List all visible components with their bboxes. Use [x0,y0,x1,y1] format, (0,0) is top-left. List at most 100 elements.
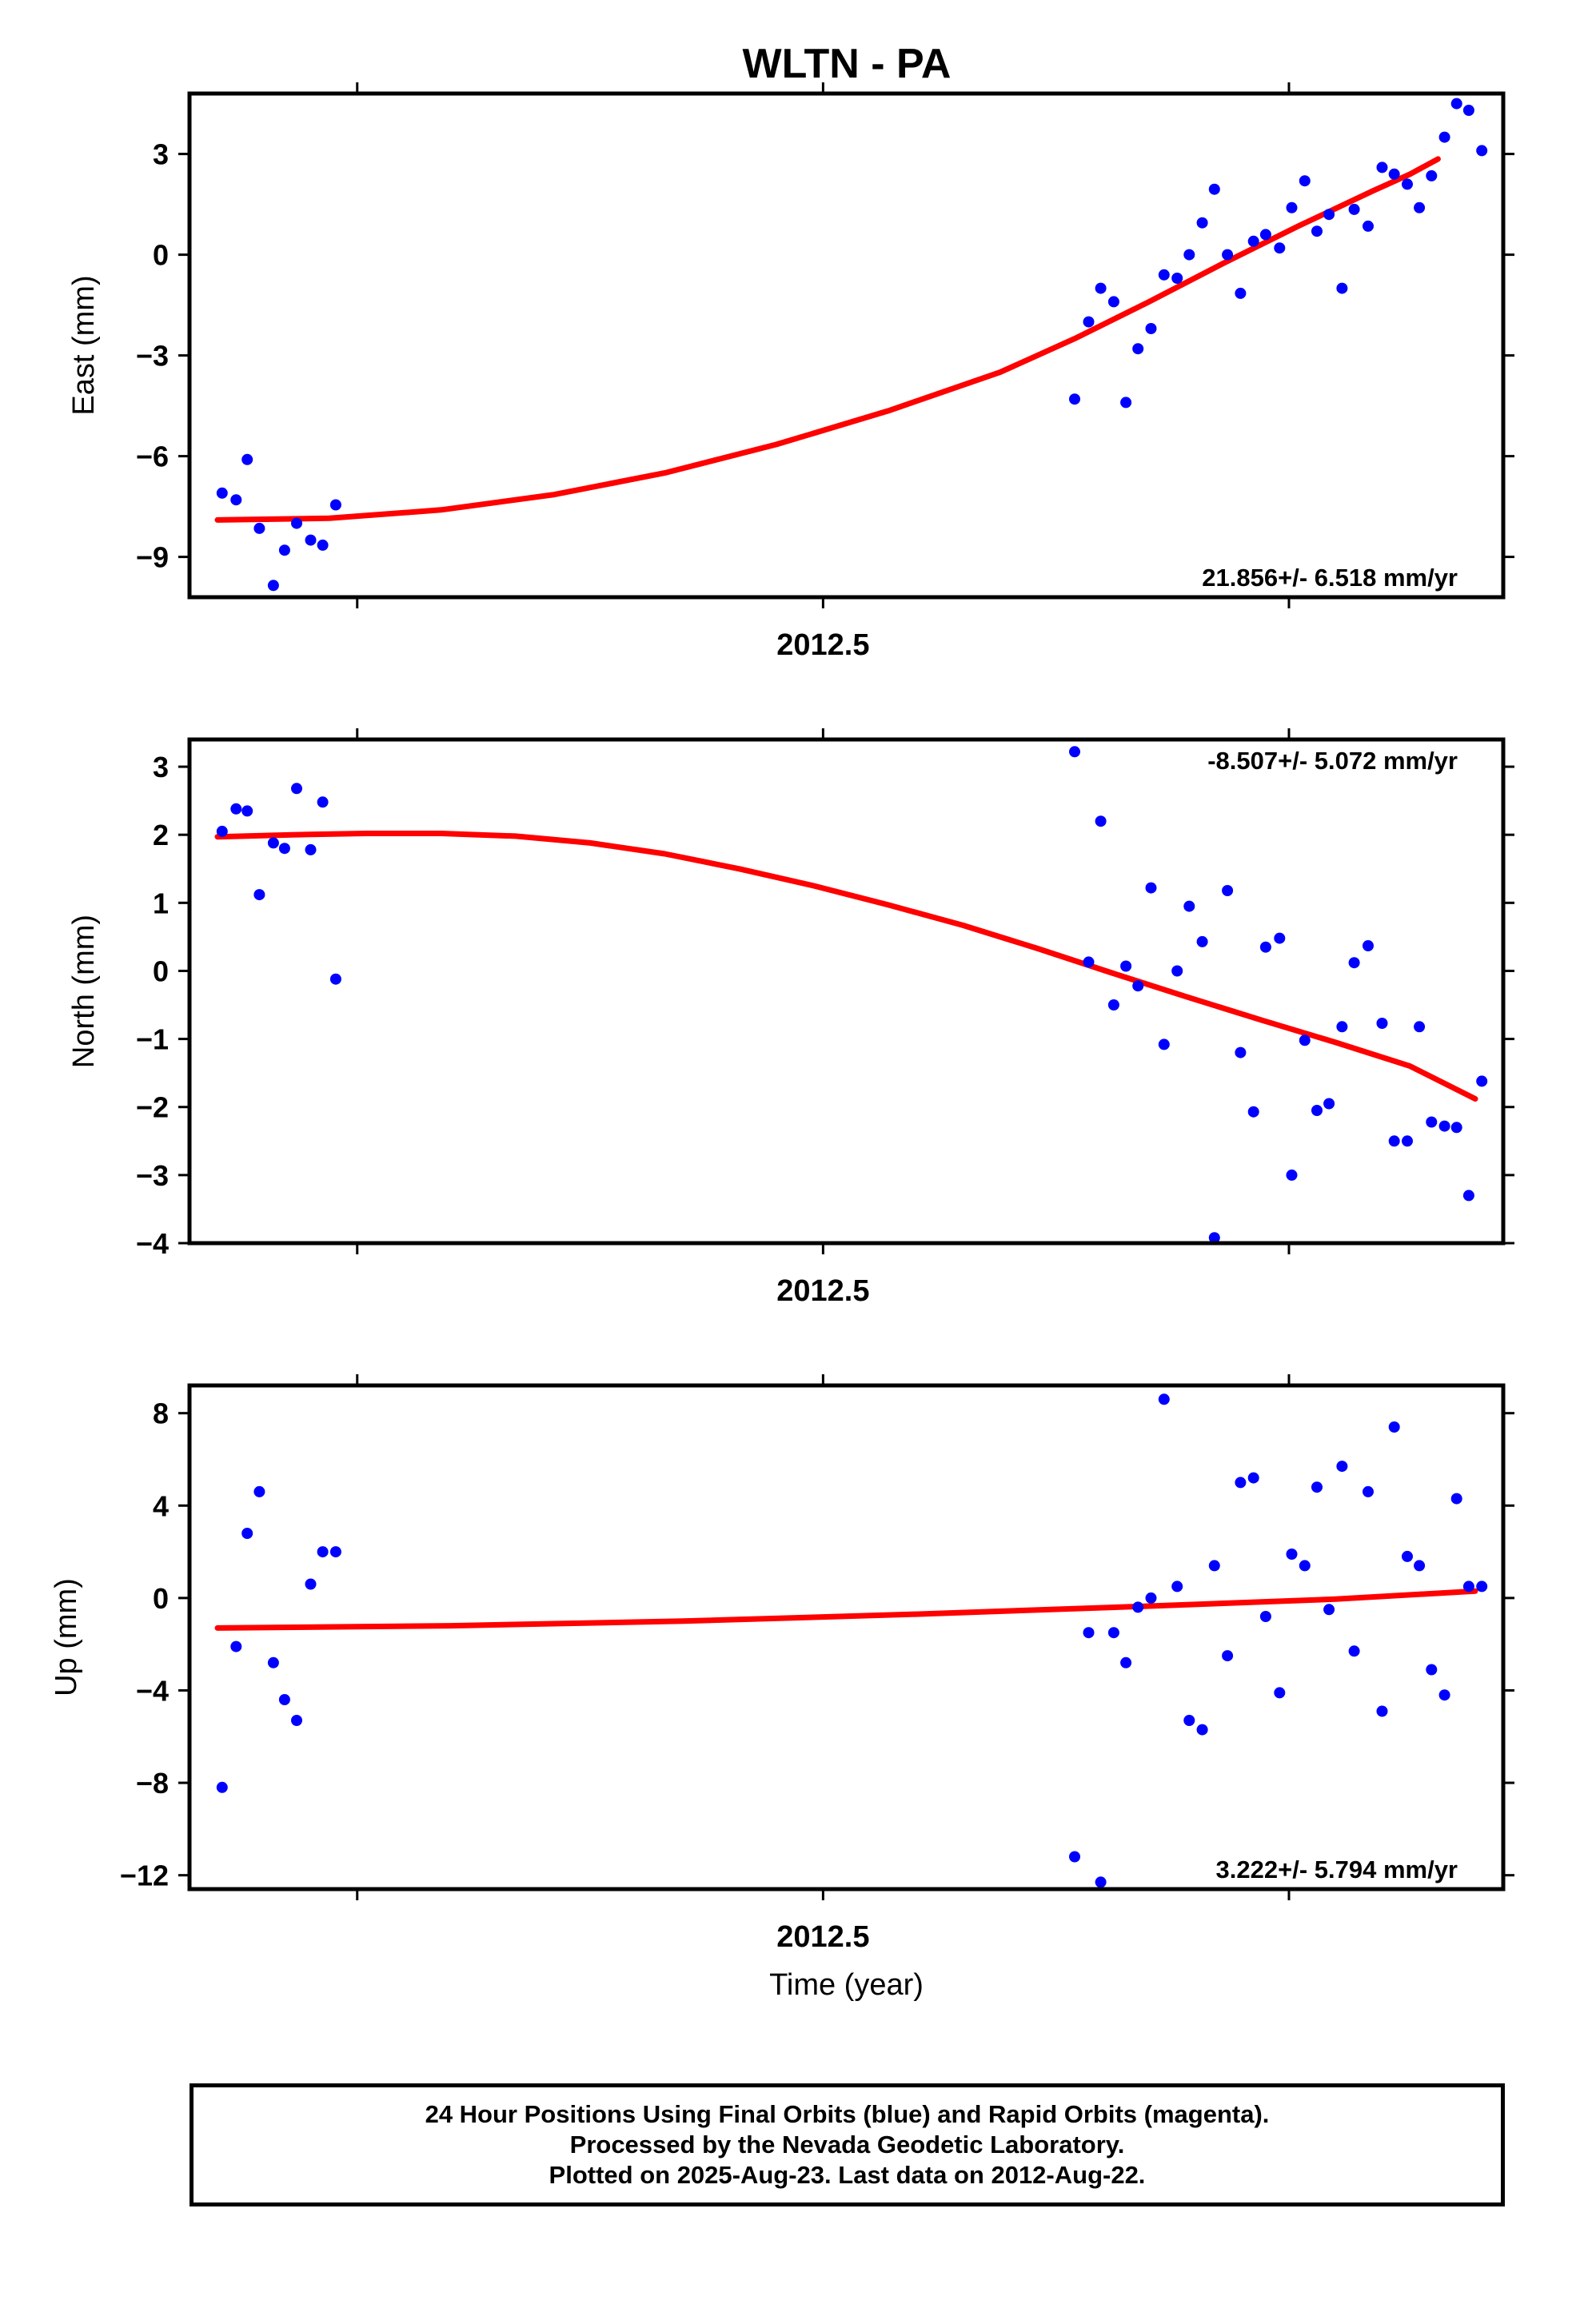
east-data-point [1426,169,1438,181]
east-ytick-label: −6 [136,440,169,473]
east-data-point [1450,98,1462,110]
north-data-point [241,805,253,817]
east-data-point [1145,323,1157,334]
north-data-point [278,843,290,855]
north-data-point [1462,1190,1474,1202]
east-data-point [278,544,290,556]
up-data-point [278,1694,290,1705]
north-data-point [1158,1038,1170,1050]
east-panel: 3 0 −3 −6 −9 2012.5 East (mm) 21.856+/- 6.518 m… [67,82,1514,662]
up-data-point [1274,1687,1286,1699]
north-data-point [1450,1122,1462,1134]
caption-box: 24 Hour Positions Using Final Orbits (bl… [190,2083,1505,2206]
east-data-point [1208,183,1220,195]
north-rate-label: -8.507+/- 5.072 mm/yr [1207,747,1458,775]
north-data-point [1388,1135,1400,1147]
up-data-point [317,1546,329,1558]
up-data-point [1183,1715,1195,1726]
up-data-point [1222,1650,1234,1662]
north-data-point [1107,999,1119,1011]
north-data-point [1145,882,1157,894]
up-ytick-label: −8 [136,1767,169,1800]
east-data-point [1363,220,1374,232]
east-data-point [1196,217,1208,229]
north-data-point [1183,900,1195,912]
north-data-point [216,825,228,837]
east-data-point [1438,131,1450,143]
north-data-point [230,803,242,815]
east-fit-line [214,156,1441,523]
east-data-point [1402,178,1413,190]
up-data-point [1196,1724,1208,1736]
east-ytick-label: −9 [136,541,169,574]
north-data-point [1336,1021,1348,1033]
north-data-point [1247,1106,1259,1118]
up-data-point [1438,1689,1450,1701]
north-data-point [1363,940,1374,951]
east-data-point [1107,296,1119,308]
north-data-point [317,796,329,808]
up-data-point [1259,1611,1271,1622]
north-data-point [1171,965,1183,977]
north-data-point [1311,1105,1323,1116]
up-data-point [1132,1601,1144,1613]
north-frame [187,737,1506,1246]
east-ytick-label: 3 [153,138,169,171]
north-data-point [1438,1120,1450,1132]
up-data-point [1247,1472,1259,1484]
up-data-point [1120,1656,1132,1668]
north-yaxis-title: North (mm) [67,915,101,1068]
up-data-point [1348,1645,1360,1657]
up-data-point [1402,1550,1413,1562]
east-data-point [1286,201,1298,213]
east-xtick-label: 2012.5 [776,628,869,662]
up-rate-label: 3.222+/- 5.794 mm/yr [1216,1856,1458,1884]
east-data-point [1222,249,1234,261]
up-data-point [291,1715,302,1726]
east-data-point [1171,273,1183,284]
up-data-point [267,1656,279,1668]
up-data-point [1414,1560,1426,1572]
east-data-point [253,522,265,534]
north-fit-line [214,831,1478,1102]
north-data-point [1286,1169,1298,1181]
east-data-point [1120,397,1132,409]
east-data-point [216,487,228,499]
north-data-point [1235,1046,1247,1058]
north-data-point [1083,956,1095,968]
up-data-point [1158,1393,1170,1405]
figure-title: WLTN - PA [743,41,952,87]
up-data-point [1208,1560,1220,1572]
north-ytick-label: −1 [136,1023,169,1056]
up-data-point [1336,1461,1348,1473]
caption-line-2: Processed by the Nevada Geodetic Laborat… [569,2131,1125,2159]
north-data-point [1402,1135,1413,1147]
north-data-point [305,843,317,855]
north-xtick-label: 2012.5 [776,1274,869,1308]
east-data-point [1348,203,1360,215]
east-data-point [1132,343,1144,355]
east-data-point [1323,209,1335,221]
east-data-point [1183,249,1195,261]
up-data-point [1095,1876,1107,1888]
up-data-point [305,1578,317,1590]
up-yaxis-title: Up (mm) [50,1578,83,1696]
north-data-point [1120,960,1132,972]
up-data-point [1299,1560,1311,1572]
east-data-point [1462,105,1474,116]
up-data-point [1107,1627,1119,1639]
up-data-point [1311,1481,1323,1493]
north-data-point [1259,941,1271,953]
up-ytick-label: 0 [153,1582,169,1615]
up-data-point [1286,1549,1298,1560]
east-data-point [1388,168,1400,180]
north-data-point [267,837,279,849]
up-data-point [1376,1705,1388,1717]
east-data-point [1083,316,1095,328]
east-data-point [230,494,242,506]
up-xtick-label: 2012.5 [776,1920,869,1954]
east-frame [187,91,1506,600]
east-data-point [1299,175,1311,187]
north-data-point [1132,980,1144,992]
